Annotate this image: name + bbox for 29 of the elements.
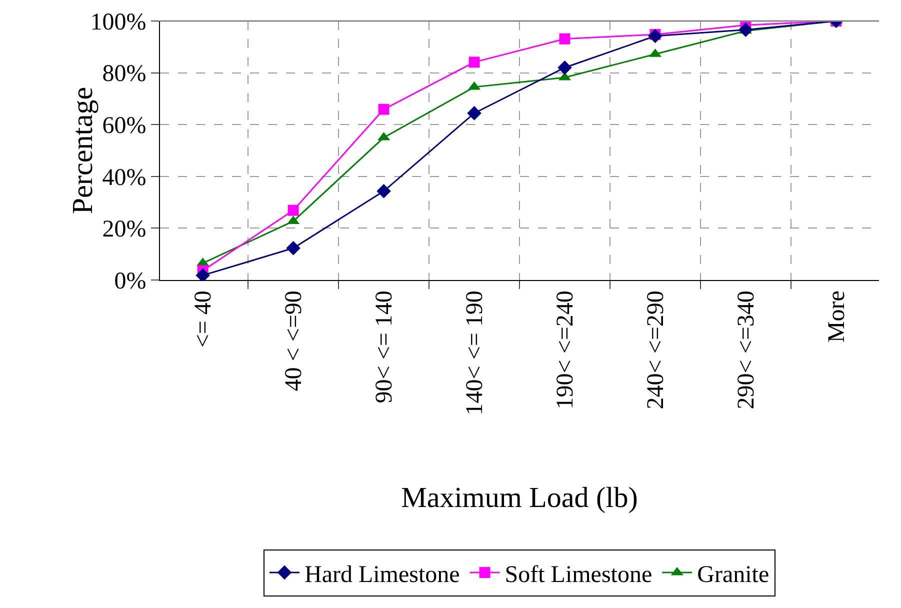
x-tick-label: 40 < <=90 [281, 290, 308, 392]
legend-label: Soft Limestone [504, 562, 652, 588]
point [286, 240, 300, 256]
point [558, 60, 572, 75]
point [376, 184, 391, 198]
y-tick-label: 40% [102, 164, 146, 191]
y-tick-label: 80% [102, 61, 146, 88]
x-tick-label: 140< <= 190 [462, 290, 488, 416]
x-tick-label: 290< <=340 [734, 290, 760, 410]
x-tick-label: <= 40 [190, 290, 217, 348]
y-tick-label: 20% [102, 216, 146, 243]
x-tick-label: 190< <=240 [552, 290, 579, 410]
y-axis-title: Percentage [67, 86, 99, 214]
legend-label: Hard Limestone [304, 562, 460, 588]
y-tick-label: 0% [114, 268, 146, 294]
point [288, 204, 299, 216]
point [648, 28, 662, 44]
legend-label: Granite [697, 562, 770, 588]
point [738, 22, 753, 37]
x-tick-label: 240< <=290 [643, 290, 670, 410]
x-axis-title: Maximum Load (lb) [401, 482, 638, 514]
point [559, 33, 570, 44]
y-tick-label: 100% [90, 9, 146, 36]
x-tick-label: 90< <= 140 [372, 290, 398, 404]
y-tick-label: 60% [102, 113, 146, 139]
point [378, 104, 390, 115]
point [468, 56, 480, 68]
x-tick-label: More [824, 290, 850, 343]
point [467, 106, 482, 120]
